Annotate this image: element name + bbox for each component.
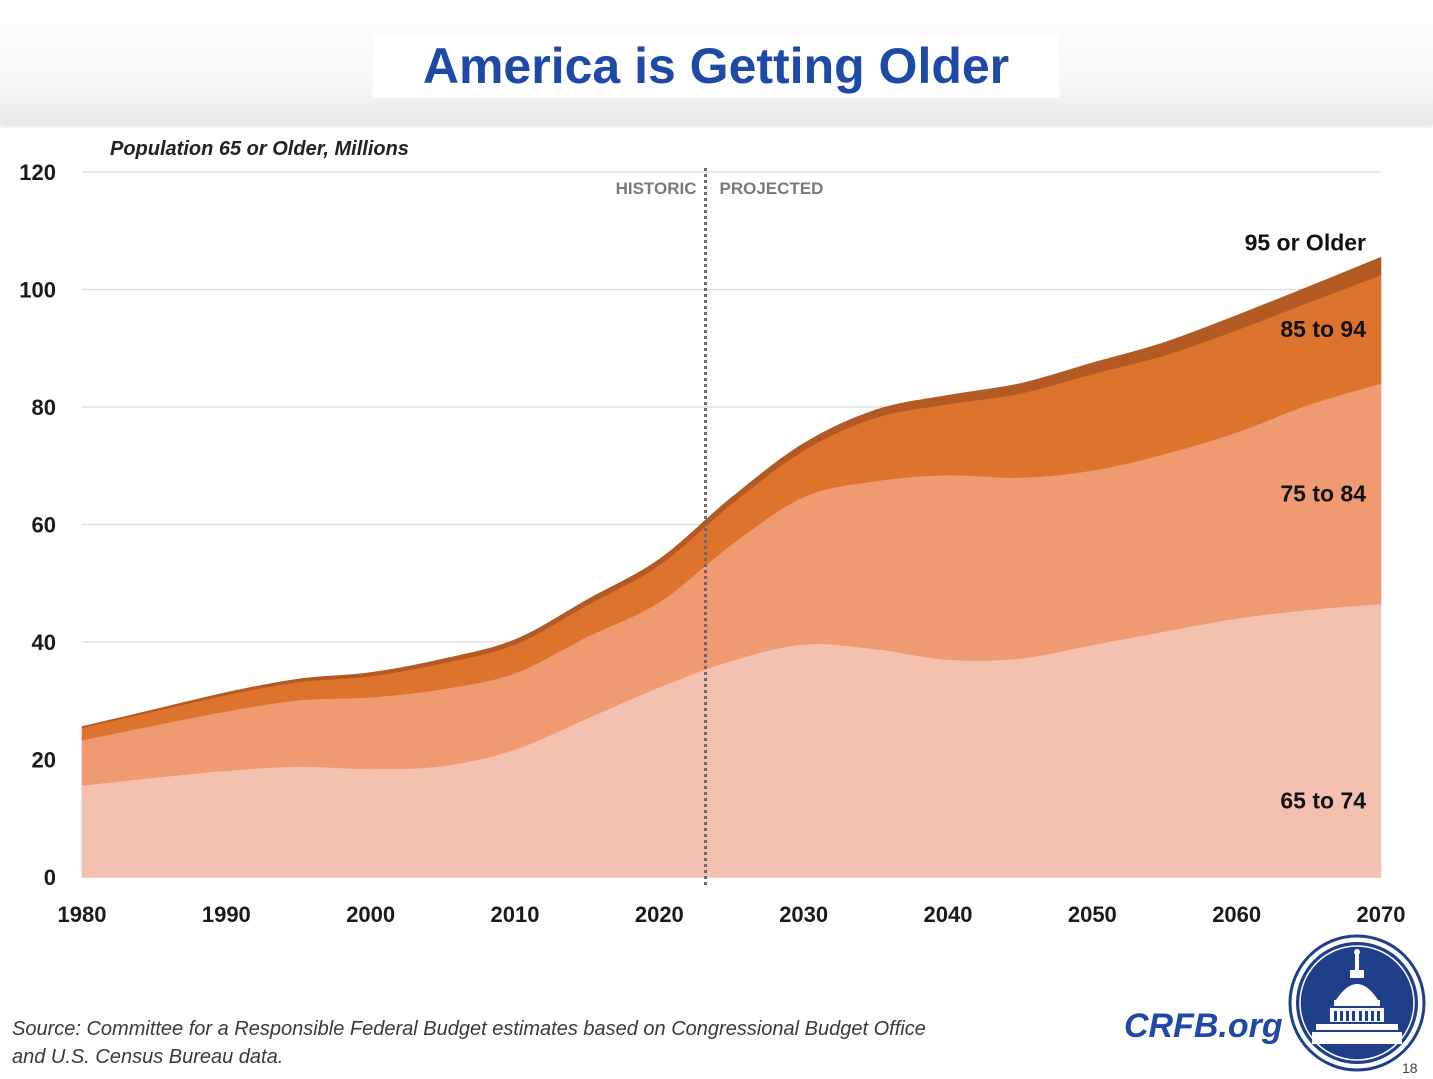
y-tick-label: 60 — [32, 513, 56, 538]
capitol-seal-icon — [1288, 934, 1426, 1072]
y-tick-label: 20 — [32, 748, 56, 773]
x-tick-label: 1980 — [58, 902, 107, 927]
y-tick-label: 120 — [19, 160, 56, 185]
historic-projected-divider: HISTORIC PROJECTED — [616, 168, 824, 886]
series-label-65-to-74: 65 to 74 — [1280, 788, 1366, 814]
x-tick-label: 2010 — [491, 902, 540, 927]
series-labels: 65 to 74 75 to 84 85 to 94 95 or Older — [1245, 230, 1367, 814]
page-title: America is Getting Older — [422, 38, 1010, 94]
x-tick-label: 2070 — [1357, 902, 1406, 927]
stacked-areas — [81, 256, 1382, 878]
source-line-1: Source: Committee for a Responsible Fede… — [12, 1018, 926, 1040]
source-line-2: and U.S. Census Bureau data. — [12, 1046, 284, 1068]
title-background — [373, 34, 1059, 98]
y-tick-label: 40 — [32, 630, 56, 655]
projected-label: PROJECTED — [720, 179, 824, 198]
x-tick-label: 2060 — [1212, 902, 1261, 927]
series-label-95-or-older: 95 or Older — [1245, 230, 1366, 256]
x-tick-label: 2040 — [924, 902, 973, 927]
x-tick-label: 1990 — [202, 902, 251, 927]
y-axis-label: Population 65 or Older, Millions — [110, 138, 409, 160]
series-label-85-to-94: 85 to 94 — [1280, 316, 1366, 342]
x-tick-label: 2020 — [635, 902, 684, 927]
historic-label: HISTORIC — [616, 179, 697, 198]
series-label-75-to-84: 75 to 84 — [1280, 481, 1366, 507]
x-tick-label: 2030 — [779, 902, 828, 927]
area-95-or-older — [81, 256, 1382, 729]
x-tick-label: 2000 — [346, 902, 395, 927]
site-link[interactable]: CRFB.org — [1124, 1007, 1283, 1045]
y-tick-label: 100 — [19, 278, 56, 303]
y-tick-label: 80 — [32, 395, 56, 420]
y-tick-label: 0 — [44, 865, 56, 890]
page-number: 18 — [1402, 1060, 1418, 1076]
source-note: Source: Committee for a Responsible Fede… — [12, 1015, 1052, 1071]
x-tick-label: 2050 — [1068, 902, 1117, 927]
